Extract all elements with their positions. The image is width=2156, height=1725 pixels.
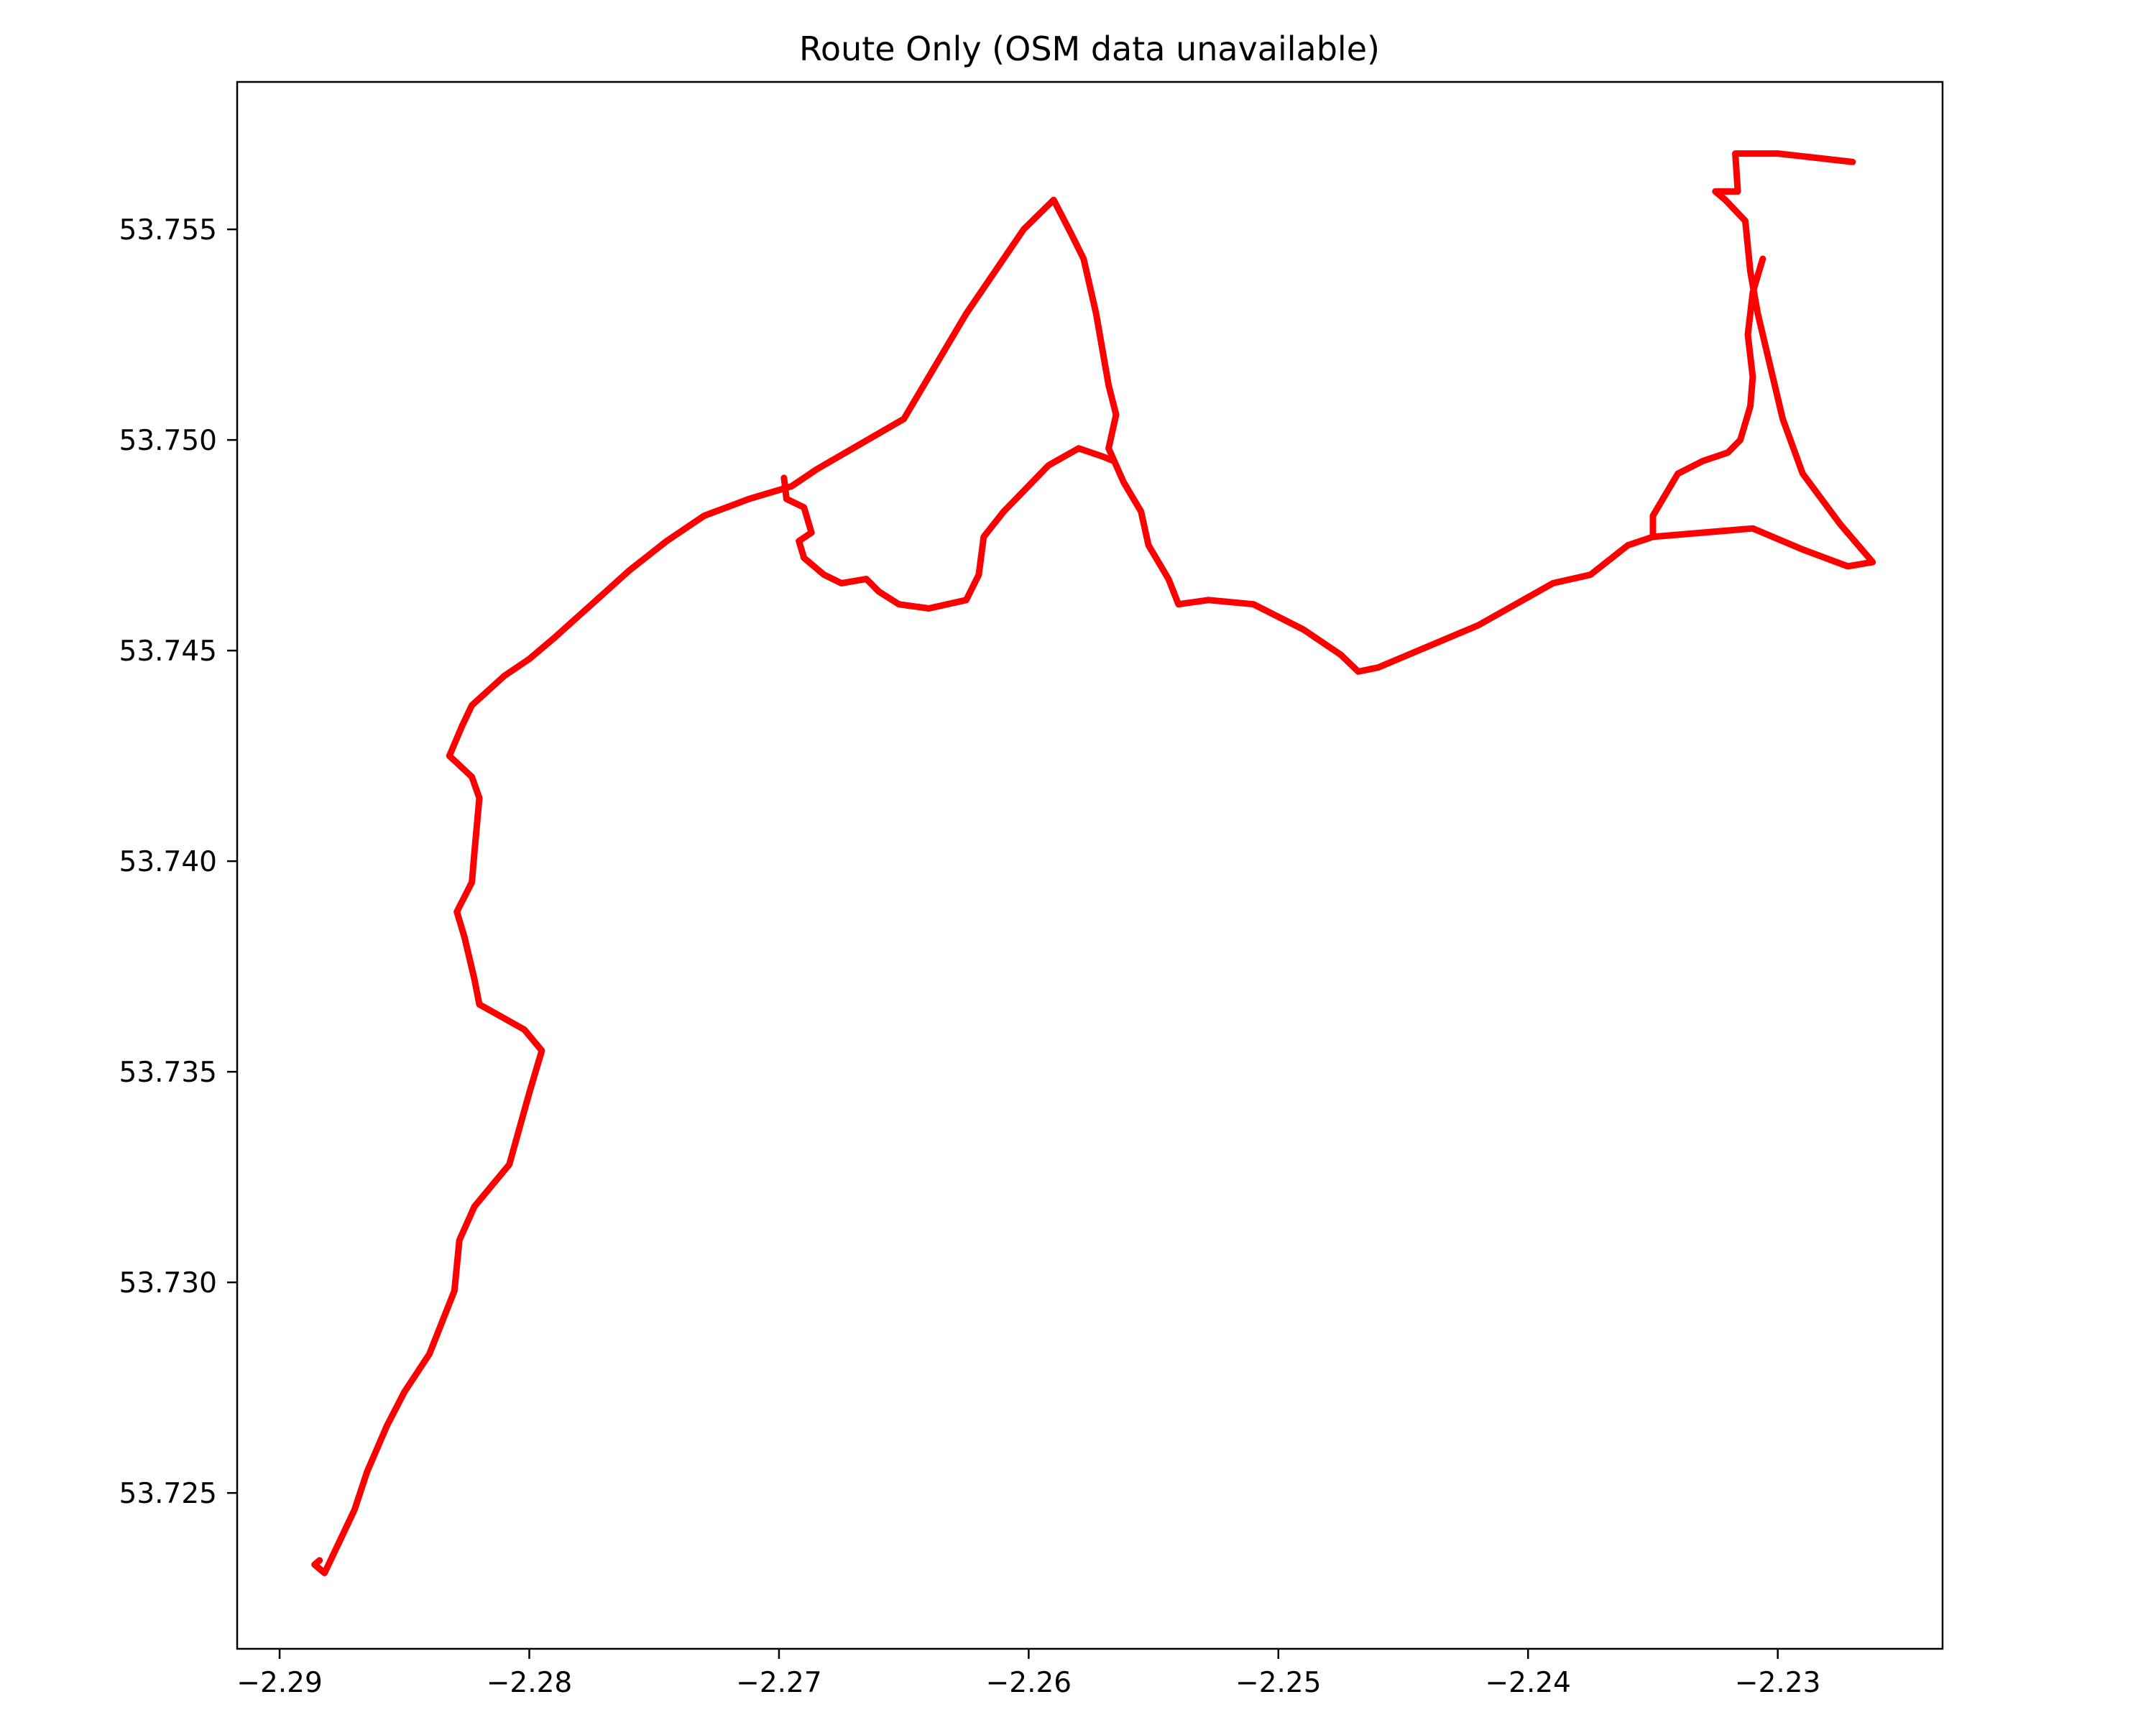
y-tick-label: 53.735	[119, 1057, 217, 1089]
x-tick-label: −2.25	[1235, 1667, 1322, 1699]
x-tick-label: −2.26	[986, 1667, 1072, 1699]
y-tick-label: 53.730	[119, 1267, 217, 1300]
x-tick-label: −2.23	[1735, 1667, 1821, 1699]
x-tick-label: −2.29	[236, 1667, 323, 1699]
y-tick-label: 53.750	[119, 425, 217, 457]
y-tick-label: 53.725	[119, 1478, 217, 1510]
chart-title: Route Only (OSM data unavailable)	[799, 29, 1380, 68]
axes-frame	[236, 80, 1944, 1650]
y-axis: 53.725 53.730 53.735 53.740 53.745 53.750 53.7…	[119, 214, 237, 1510]
x-axis: −2.29 −2.28 −2.27 −2.26 −2.25 −2.24 −2.23	[236, 1649, 1820, 1699]
route-line-2	[780, 445, 1117, 612]
route-line-3	[1649, 255, 1766, 540]
x-tick-label: −2.28	[487, 1667, 573, 1699]
y-tick-label: 53.745	[119, 635, 217, 668]
x-tick-label: −2.24	[1485, 1667, 1571, 1699]
plot-area	[311, 150, 1876, 1576]
route-line-1	[311, 150, 1876, 1576]
y-tick-label: 53.740	[119, 846, 217, 878]
y-tick-label: 53.755	[119, 214, 217, 247]
x-tick-label: −2.27	[736, 1667, 822, 1699]
